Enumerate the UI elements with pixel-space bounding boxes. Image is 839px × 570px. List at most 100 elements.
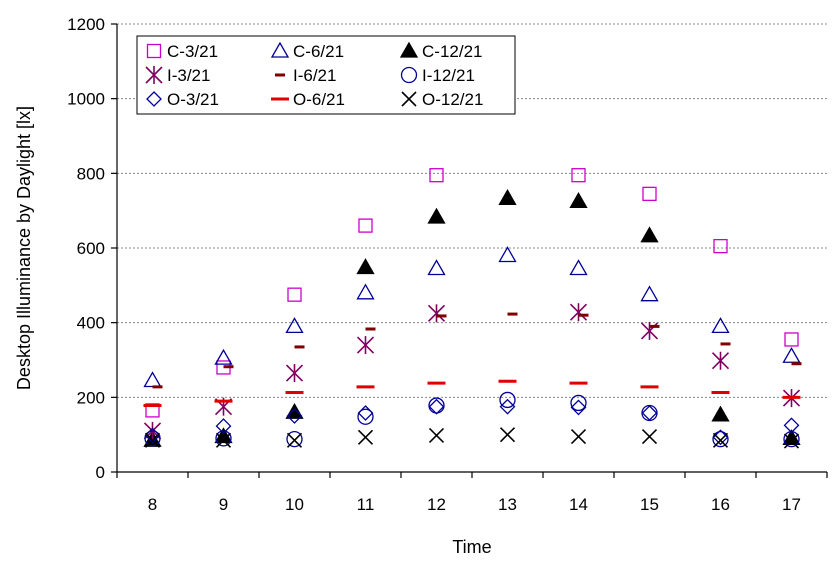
legend-label: O-3/21 bbox=[167, 90, 219, 109]
data-point bbox=[498, 246, 517, 263]
data-point bbox=[499, 427, 516, 443]
data-point bbox=[357, 405, 374, 421]
data-point bbox=[498, 189, 517, 205]
data-point bbox=[427, 304, 446, 323]
data-point bbox=[428, 398, 445, 415]
legend-label: O-6/21 bbox=[293, 90, 345, 109]
legend-marker bbox=[145, 66, 163, 84]
data-point bbox=[711, 351, 730, 370]
data-point bbox=[570, 428, 587, 445]
x-tick-label: 13 bbox=[498, 495, 517, 514]
x-tick-label: 17 bbox=[782, 495, 801, 514]
data-point bbox=[144, 432, 161, 448]
data-point bbox=[712, 429, 729, 446]
x-tick-label: 14 bbox=[569, 495, 588, 514]
data-point bbox=[356, 258, 375, 275]
data-point bbox=[357, 408, 374, 425]
data-points bbox=[143, 168, 802, 449]
legend-marker bbox=[146, 91, 162, 107]
legend-marker bbox=[400, 66, 418, 84]
series-i-12-21 bbox=[144, 391, 800, 448]
legend-item: C-3/21 bbox=[146, 42, 218, 61]
y-tick-label: 200 bbox=[77, 388, 105, 407]
series-i-3-21 bbox=[143, 303, 801, 440]
data-point bbox=[642, 186, 657, 202]
x-tick-label: 10 bbox=[285, 495, 304, 514]
data-point bbox=[640, 226, 659, 243]
data-point bbox=[286, 432, 303, 448]
data-point bbox=[427, 259, 446, 276]
x-tick-label: 15 bbox=[640, 495, 659, 514]
x-tick-label: 11 bbox=[357, 495, 375, 514]
y-tick-label: 0 bbox=[96, 463, 105, 482]
data-point bbox=[287, 287, 302, 302]
data-point bbox=[215, 418, 232, 434]
legend-box bbox=[136, 35, 516, 115]
data-point bbox=[358, 218, 373, 233]
data-point bbox=[782, 346, 801, 363]
legend: C-3/21 C-6/21 C-12/21 I-3/21 I-6/21 I-12/21 O-… bbox=[136, 35, 516, 115]
legend-label: I-6/21 bbox=[293, 66, 336, 85]
series-i-6-21 bbox=[152, 312, 802, 389]
data-point bbox=[712, 430, 729, 448]
data-point bbox=[427, 207, 446, 224]
x-tick-labels: 8 9 10 11 12 13 14 15 16 17 bbox=[148, 495, 801, 514]
data-point bbox=[215, 430, 232, 447]
data-point bbox=[499, 391, 516, 409]
data-point bbox=[286, 408, 303, 424]
series-c-3-21 bbox=[145, 168, 799, 418]
data-point bbox=[640, 321, 659, 340]
series-o-12-21 bbox=[144, 427, 800, 449]
legend-label: O-12/21 bbox=[422, 90, 483, 109]
data-point bbox=[428, 427, 445, 443]
data-point bbox=[569, 303, 588, 322]
legend-item: C-6/21 bbox=[270, 41, 344, 61]
data-point bbox=[285, 364, 304, 383]
legend-marker bbox=[146, 43, 162, 59]
data-point bbox=[285, 317, 304, 334]
data-point bbox=[214, 348, 233, 365]
y-tick-label: 800 bbox=[77, 164, 105, 183]
data-point bbox=[285, 402, 304, 419]
legend-label: I-12/21 bbox=[422, 66, 475, 85]
data-point bbox=[570, 399, 587, 416]
legend-item: C-12/21 bbox=[399, 41, 482, 61]
legend-marker bbox=[401, 91, 417, 107]
data-point bbox=[144, 430, 161, 447]
data-point bbox=[356, 336, 375, 355]
data-point bbox=[499, 398, 516, 415]
x-tick-label: 16 bbox=[711, 495, 730, 514]
data-point bbox=[145, 403, 160, 418]
data-point bbox=[711, 317, 730, 334]
series-o-3-21 bbox=[144, 398, 800, 446]
series-c-12-21 bbox=[143, 189, 801, 447]
series-o-6-21 bbox=[143, 379, 801, 408]
y-tick-label: 600 bbox=[77, 239, 105, 258]
legend-label: C-12/21 bbox=[422, 42, 482, 61]
x-tick-label: 9 bbox=[219, 495, 228, 514]
axes bbox=[111, 23, 828, 478]
data-point bbox=[711, 405, 730, 422]
legend-label: C-3/21 bbox=[167, 42, 218, 61]
data-point bbox=[357, 429, 374, 445]
y-tick-label: 1200 bbox=[67, 15, 105, 34]
data-point bbox=[712, 432, 729, 448]
data-point bbox=[356, 283, 375, 300]
legend-item: I-3/21 bbox=[145, 66, 210, 85]
legend-item: I-6/21 bbox=[275, 66, 336, 85]
legend-item: O-6/21 bbox=[271, 90, 345, 109]
data-point bbox=[144, 427, 161, 444]
data-point bbox=[641, 428, 658, 445]
data-point bbox=[143, 371, 162, 388]
y-tick-label: 400 bbox=[77, 314, 105, 333]
data-point bbox=[571, 168, 586, 183]
legend-marker bbox=[399, 41, 419, 58]
data-point bbox=[641, 405, 658, 421]
legend-item: I-12/21 bbox=[400, 66, 475, 85]
data-point bbox=[215, 432, 232, 448]
data-point bbox=[286, 430, 303, 448]
y-axis-label: Desktop Illuminance by Daylight [lx] bbox=[14, 106, 34, 390]
data-point bbox=[783, 433, 800, 449]
legend-marker bbox=[270, 41, 290, 58]
